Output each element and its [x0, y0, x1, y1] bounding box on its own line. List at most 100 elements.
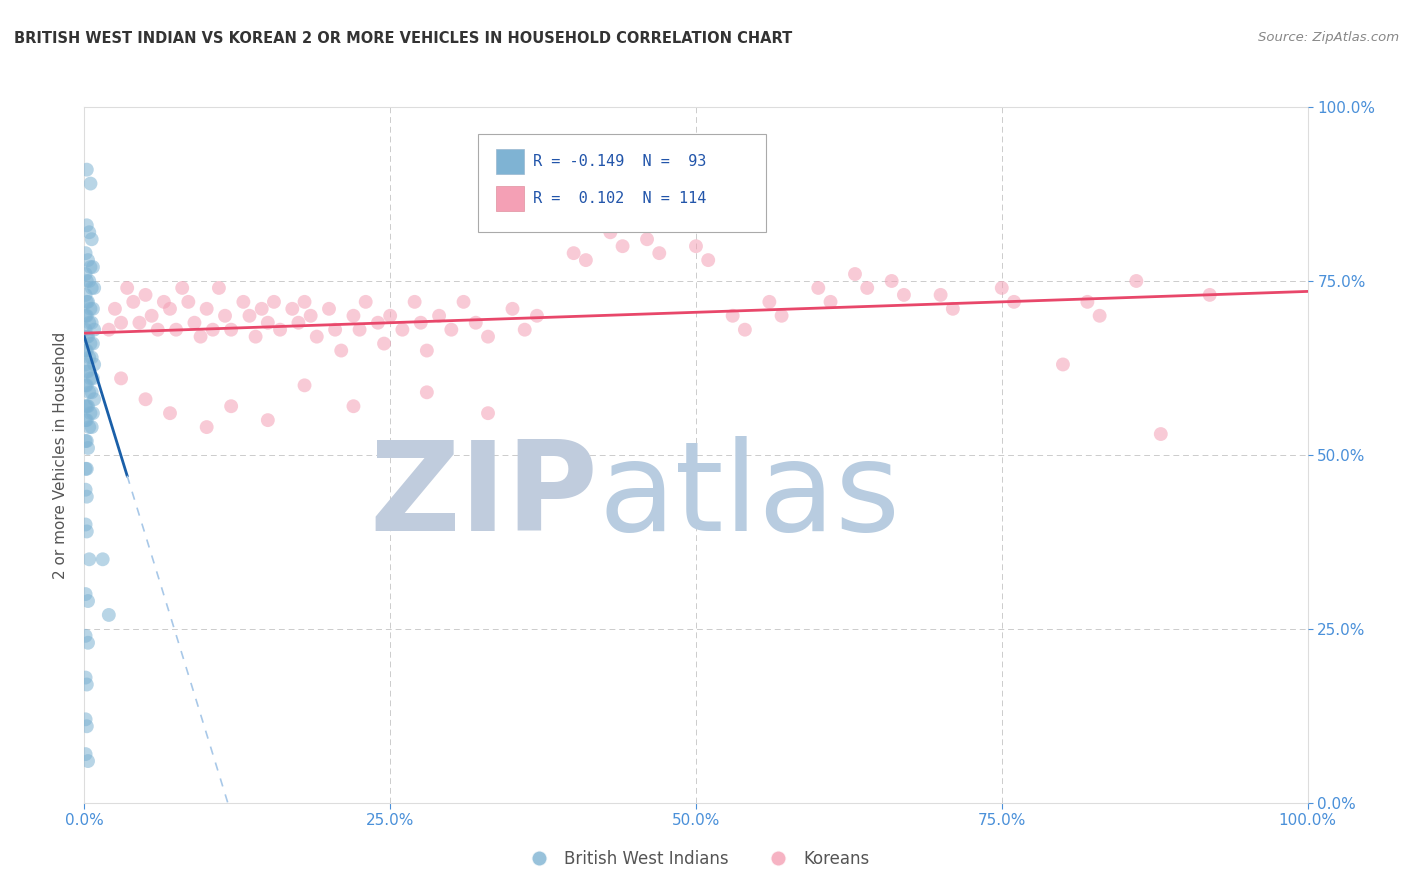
Point [75, 517, 97, 532]
Text: ZIP: ZIP [370, 436, 598, 558]
Point [76, 364, 98, 378]
Point [76, 329, 98, 343]
Point [75, 462, 97, 476]
Point [122, 294, 145, 309]
Point [77, 441, 100, 455]
Point [880, 274, 903, 288]
Point [97, 607, 120, 622]
Point [245, 329, 267, 343]
Point [79, 336, 101, 351]
Point [75, 378, 97, 392]
Point [77, 594, 100, 608]
Point [599, 225, 621, 239]
Point [83, 358, 105, 372]
Point [354, 294, 377, 309]
Point [758, 294, 780, 309]
Text: R =  0.102  N = 114: R = 0.102 N = 114 [533, 192, 706, 206]
Point [991, 281, 1014, 295]
Point [79, 406, 101, 420]
Point [79, 177, 101, 191]
Point [75, 671, 97, 685]
Point [477, 406, 499, 420]
Point [294, 378, 316, 392]
Point [75, 483, 97, 497]
Point [76, 294, 98, 309]
Text: atlas: atlas [598, 436, 900, 558]
Point [318, 301, 340, 316]
Point [75, 267, 97, 281]
Point [257, 316, 280, 330]
Point [575, 253, 598, 268]
Point [128, 316, 150, 330]
Point [135, 392, 157, 407]
Point [146, 323, 169, 337]
Point [820, 294, 842, 309]
Text: Source: ZipAtlas.com: Source: ZipAtlas.com [1258, 31, 1399, 45]
Point [165, 323, 187, 337]
Point [477, 329, 499, 343]
Point [75, 309, 97, 323]
Point [82, 336, 104, 351]
Point [257, 413, 280, 427]
Point [416, 343, 439, 358]
Point [685, 239, 707, 253]
Point [238, 309, 260, 323]
Point [330, 343, 353, 358]
Point [538, 204, 561, 219]
Point [550, 219, 572, 233]
Point [110, 316, 132, 330]
Point [77, 385, 100, 400]
Point [648, 246, 671, 260]
Point [75, 246, 97, 260]
Text: R = -0.149  N =  93: R = -0.149 N = 93 [533, 154, 706, 169]
Point [76, 343, 98, 358]
Point [172, 281, 194, 295]
Point [305, 329, 328, 343]
Point [79, 260, 101, 274]
Point [80, 351, 103, 365]
Point [76, 490, 98, 504]
Point [373, 336, 395, 351]
Point [562, 246, 585, 260]
Point [77, 329, 100, 343]
Point [1125, 274, 1147, 288]
Point [75, 343, 97, 358]
Point [104, 301, 127, 316]
Point [115, 281, 138, 295]
Point [75, 747, 97, 761]
Point [75, 288, 97, 302]
Point [367, 316, 389, 330]
Point [929, 288, 952, 302]
Point [77, 351, 100, 365]
Point [734, 323, 756, 337]
Point [83, 323, 105, 337]
Point [77, 364, 100, 378]
Point [91, 552, 114, 566]
Point [250, 301, 273, 316]
Point [294, 294, 316, 309]
Point [464, 316, 486, 330]
Point [269, 323, 291, 337]
Point [82, 260, 104, 274]
Point [287, 316, 309, 330]
Point [80, 232, 103, 246]
Point [77, 636, 100, 650]
Point [76, 677, 98, 691]
Point [942, 301, 965, 316]
Point [97, 323, 120, 337]
Point [77, 225, 100, 239]
Point [416, 385, 439, 400]
Point [83, 281, 105, 295]
Point [75, 413, 97, 427]
Point [208, 281, 231, 295]
Point [141, 309, 163, 323]
Point [83, 392, 105, 407]
Point [427, 309, 450, 323]
Point [893, 288, 915, 302]
Point [76, 434, 98, 448]
Point [349, 323, 371, 337]
Point [183, 316, 205, 330]
Point [342, 399, 364, 413]
Point [612, 239, 634, 253]
Point [1150, 427, 1173, 442]
